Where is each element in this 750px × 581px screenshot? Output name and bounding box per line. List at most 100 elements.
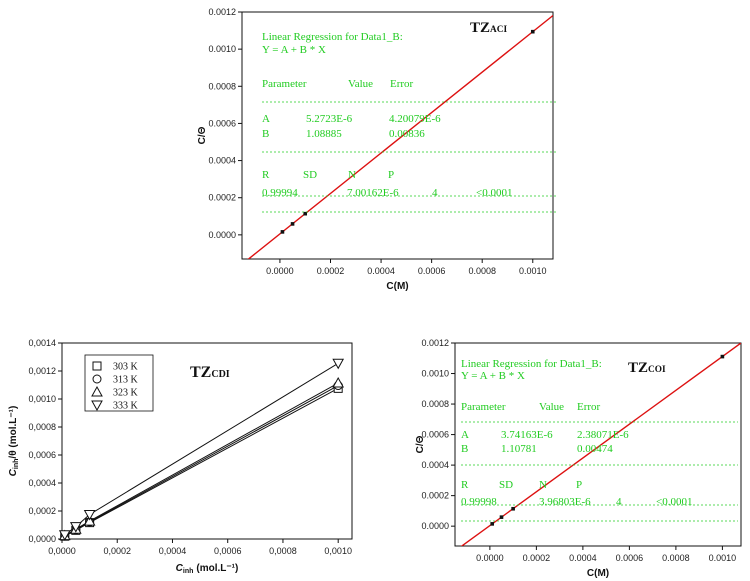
- y-tick-label: 0,0008: [28, 422, 56, 432]
- x-axis-label: C(M): [386, 281, 408, 292]
- regression-p-head: P: [388, 169, 394, 181]
- y-tick-label: 0.0000: [421, 521, 449, 531]
- x-axis-label: Cinh (mol.L⁻¹): [176, 563, 239, 575]
- y-tick-label: 0.0008: [208, 81, 236, 91]
- regression-col-value: Value: [539, 401, 564, 413]
- regression-p-value: <0.0001: [476, 187, 512, 199]
- regression-n-value: 4: [616, 496, 622, 508]
- chart-title-main: TZ: [470, 20, 490, 36]
- y-axis-label: C/Θ: [415, 435, 426, 453]
- regression-sd-head: SD: [499, 479, 513, 491]
- y-tick-label: 0.0006: [208, 118, 236, 128]
- x-tick-label: 0.0010: [519, 266, 547, 276]
- regression-col-value: Value: [348, 78, 373, 90]
- data-point: [511, 506, 515, 511]
- plot-frame: [61, 342, 353, 540]
- x-axis-label-sub: inh: [183, 568, 194, 575]
- chart-title: TZACI: [470, 20, 507, 36]
- y-axis-label: Cinh/θ (mol.L⁻¹): [8, 406, 20, 477]
- legend-label: 303 K: [113, 362, 139, 373]
- regression-sd-value: 3.96803E-6: [539, 496, 591, 508]
- data-point: [58, 530, 71, 541]
- chart-title-subscript: COI: [648, 365, 666, 375]
- y-tick-label: 0.0004: [208, 156, 236, 166]
- x-tick-label: 0,0006: [214, 546, 242, 556]
- y-tick-label: 0.0002: [208, 193, 236, 203]
- data-point: [530, 29, 535, 34]
- chart-title-subscript: CDI: [211, 369, 229, 380]
- regression-p-head: P: [576, 479, 582, 491]
- legend-marker: [91, 385, 103, 397]
- x-tick-label: 0.0006: [418, 266, 446, 276]
- data-point: [303, 211, 308, 216]
- regression-n-value: 4: [432, 187, 438, 199]
- regression-col-error: Error: [577, 401, 601, 413]
- plot-frame: [241, 11, 554, 260]
- y-tick-label: 0,0010: [28, 394, 56, 404]
- x-tick-label: 0.0000: [266, 266, 294, 276]
- x-tick-label: 0.0002: [523, 553, 551, 563]
- regression-b-value: 1.10781: [501, 443, 537, 455]
- data-point: [490, 522, 495, 526]
- chart-title-main: TZ: [628, 360, 648, 376]
- x-tick-label: 0.0008: [468, 266, 496, 276]
- y-tick-label: 0,0000: [28, 534, 56, 544]
- regression-sd-head: SD: [303, 169, 317, 181]
- data-point: [290, 222, 295, 226]
- data-point: [280, 230, 285, 234]
- y-tick-label: 0.0004: [421, 460, 449, 470]
- x-axis-label-symbol: C: [176, 563, 184, 574]
- x-tick-label: 0,0002: [103, 546, 131, 556]
- y-tick-label: 0.0000: [208, 230, 236, 240]
- y-axis-label: C/Θ: [197, 126, 208, 144]
- data-point: [332, 358, 345, 370]
- chart-title: TZCDI: [190, 364, 230, 381]
- regression-r-head: R: [262, 169, 270, 181]
- y-tick-label: 0.0008: [421, 399, 449, 409]
- x-axis-label-unit: (mol.L⁻¹): [196, 563, 238, 574]
- x-tick-label: 0,0008: [269, 546, 297, 556]
- y-tick-label: 0,0006: [28, 450, 56, 460]
- y-tick-label: 0.0002: [421, 491, 449, 501]
- regression-a-error: 2.38071E-6: [577, 429, 629, 441]
- regression-b-error: 0.00474: [577, 443, 613, 455]
- data-point: [499, 515, 504, 519]
- y-tick-label: 0,0002: [28, 506, 56, 516]
- regression-a-label: A: [262, 113, 270, 125]
- regression-a-label: A: [461, 429, 469, 441]
- x-tick-label: 0.0004: [367, 266, 395, 276]
- x-tick-label: 0,0004: [159, 546, 187, 556]
- regression-a-value: 3.74163E-6: [501, 429, 553, 441]
- legend-label: 323 K: [113, 388, 139, 399]
- x-tick-label: 0.0004: [569, 553, 597, 563]
- x-axis-label: C(M): [587, 568, 609, 579]
- regression-a-value: 5.2723E-6: [306, 113, 353, 125]
- legend-label: 313 K: [113, 375, 139, 386]
- regression-r-value: 0.99994: [262, 187, 298, 199]
- regression-col-error: Error: [390, 78, 414, 90]
- y-axis-label-symbol: C: [8, 468, 19, 476]
- x-tick-label: 0.0006: [616, 553, 644, 563]
- y-tick-label: 0,0014: [28, 338, 56, 348]
- series-333-k: [58, 358, 345, 541]
- regression-n-head: N: [539, 479, 547, 491]
- x-tick-label: 0.0010: [709, 553, 737, 563]
- regression-b-label: B: [461, 443, 468, 455]
- x-tick-label: 0,0000: [48, 546, 76, 556]
- y-tick-label: 0,0004: [28, 478, 56, 488]
- y-tick-label: 0.0012: [208, 7, 236, 17]
- data-point: [83, 515, 96, 526]
- y-tick-label: 0.0006: [421, 430, 449, 440]
- regression-equation: Y = A + B * X: [461, 370, 525, 382]
- data-point: [332, 377, 345, 388]
- x-tick-label: 0,0010: [324, 546, 352, 556]
- data-point: [69, 522, 82, 533]
- x-tick-label: 0.0008: [662, 553, 690, 563]
- chart-panel-coi: 0.0000 0.0002 0.0004 0.0006 0.0008 0.0010 0.00…: [415, 338, 742, 579]
- regression-sd-value: 7.00162E-6: [347, 187, 399, 199]
- plot-frame: [454, 342, 742, 547]
- chart-panel-aci: 0.0000 0.0002 0.0004 0.0006 0.0008 0.0010 0.00…: [197, 7, 556, 292]
- x-tick-label: 0.0002: [317, 266, 345, 276]
- regression-r-value: 0.99998: [461, 496, 497, 508]
